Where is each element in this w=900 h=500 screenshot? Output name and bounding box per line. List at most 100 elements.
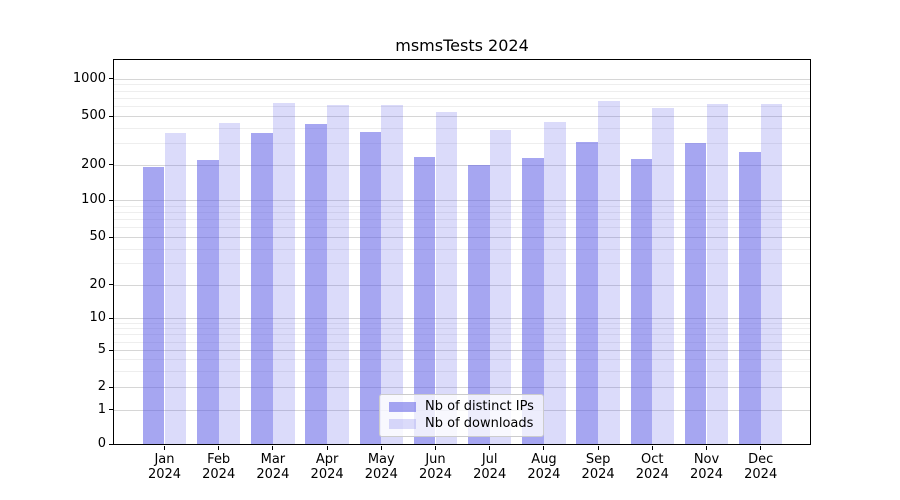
bar-downloads-feb bbox=[218, 123, 241, 444]
y-tick-label: 0 bbox=[97, 436, 106, 451]
x-tick-mark bbox=[164, 446, 165, 450]
grid-minor-line bbox=[114, 205, 810, 207]
bar-ips-jun bbox=[413, 156, 436, 444]
x-tick-label-oct: Oct 2024 bbox=[635, 452, 669, 482]
grid-minor-line bbox=[114, 322, 810, 324]
x-tick-label-apr: Apr 2024 bbox=[310, 452, 344, 482]
grid-minor-line bbox=[114, 211, 810, 213]
x-tick-label-may: May 2024 bbox=[364, 452, 398, 482]
x-tick-label-jan: Jan 2024 bbox=[147, 452, 182, 482]
bar-downloads-jan bbox=[164, 133, 187, 444]
bar-ips-nov bbox=[684, 143, 707, 444]
grid-major-line bbox=[114, 78, 810, 80]
y-tick-mark bbox=[109, 115, 113, 117]
x-tick-mark bbox=[706, 446, 707, 450]
grid-major-line bbox=[114, 387, 810, 388]
y-tick-label: 5 bbox=[97, 342, 106, 357]
grid-minor-line bbox=[114, 341, 810, 343]
bar-ips-dec bbox=[739, 152, 761, 444]
bar-downloads-dec bbox=[760, 104, 783, 444]
x-tick-mark bbox=[272, 446, 274, 450]
grid-minor-line bbox=[114, 106, 810, 108]
x-tick-mark bbox=[597, 446, 599, 450]
x-tick-mark bbox=[489, 446, 491, 450]
bar-ips-sep bbox=[576, 141, 599, 444]
x-tick-label-sep: Sep 2024 bbox=[581, 452, 615, 482]
x-tick-label-aug: Aug 2024 bbox=[527, 452, 561, 482]
y-tick-mark bbox=[109, 284, 113, 285]
bar-downloads-apr bbox=[327, 104, 349, 444]
y-tick-label: 1 bbox=[97, 401, 106, 417]
grid-major-line bbox=[114, 116, 810, 117]
x-tick-label-jun: Jun 2024 bbox=[418, 452, 453, 482]
bar-downloads-mar bbox=[272, 102, 295, 444]
grid-minor-line bbox=[114, 263, 810, 265]
plot-area bbox=[114, 60, 810, 444]
bar-ips-mar bbox=[251, 132, 273, 444]
legend-item-downloads: Nb of downloads bbox=[389, 415, 534, 432]
x-tick-label-nov: Nov 2024 bbox=[689, 452, 724, 482]
x-tick-mark bbox=[326, 446, 328, 450]
x-tick-mark bbox=[543, 446, 545, 450]
x-tick-mark bbox=[760, 446, 762, 450]
grid-minor-line bbox=[114, 328, 810, 330]
y-tick-mark bbox=[109, 443, 113, 445]
bar-downloads-jun bbox=[435, 112, 458, 444]
y-tick-mark bbox=[109, 78, 113, 80]
legend-label-downloads: Nb of downloads bbox=[425, 415, 534, 431]
x-tick-label-feb: Feb 2024 bbox=[202, 452, 236, 482]
chart-title: msmsTests 2024 bbox=[395, 36, 529, 55]
bar-downloads-oct bbox=[652, 107, 674, 444]
y-tick-label: 50 bbox=[89, 229, 106, 244]
legend-swatch-downloads-icon bbox=[389, 418, 416, 429]
x-tick-label-jul: Jul 2024 bbox=[473, 452, 507, 482]
bar-ips-feb bbox=[197, 159, 219, 444]
legend-label-distinct-ips: Nb of distinct IPs bbox=[425, 398, 534, 414]
grid-major-line bbox=[114, 350, 810, 351]
grid-major-line bbox=[114, 318, 810, 319]
bar-downloads-jul bbox=[489, 129, 512, 444]
grid-minor-line bbox=[114, 370, 810, 372]
legend-item-distinct-ips: Nb of distinct IPs bbox=[389, 398, 534, 415]
y-tick-label: 20 bbox=[89, 276, 106, 292]
bar-downloads-sep bbox=[598, 100, 620, 444]
grid-minor-line bbox=[114, 90, 810, 92]
legend-swatch-distinct-ips-icon bbox=[389, 401, 416, 412]
grid-minor-line bbox=[114, 84, 810, 86]
grid-minor-line bbox=[114, 127, 810, 129]
bar-ips-may bbox=[359, 131, 382, 444]
grid-major-line bbox=[114, 200, 810, 201]
y-tick-mark bbox=[109, 164, 113, 165]
x-tick-mark bbox=[218, 446, 220, 450]
x-tick-label-dec: Dec 2024 bbox=[744, 452, 778, 482]
y-tick-mark bbox=[109, 317, 113, 319]
grid-minor-line bbox=[114, 219, 810, 221]
grid-minor-line bbox=[114, 248, 810, 250]
y-tick-label: 1000 bbox=[72, 70, 106, 86]
y-tick-label: 200 bbox=[81, 156, 106, 172]
x-tick-mark bbox=[380, 446, 382, 450]
bar-downloads-aug bbox=[543, 121, 566, 444]
y-tick-mark bbox=[109, 236, 113, 238]
y-tick-mark bbox=[109, 199, 113, 201]
bar-downloads-nov bbox=[706, 103, 729, 444]
bar-ips-jul bbox=[468, 164, 490, 444]
grid-minor-line bbox=[114, 143, 810, 145]
bar-ips-apr bbox=[305, 123, 328, 444]
x-tick-mark bbox=[651, 446, 653, 450]
grid-minor-line bbox=[114, 334, 810, 336]
y-tick-label: 100 bbox=[81, 192, 106, 207]
grid-major-line bbox=[114, 164, 810, 166]
y-tick-mark bbox=[109, 386, 113, 388]
grid-minor-line bbox=[114, 97, 810, 99]
x-tick-mark bbox=[435, 446, 436, 450]
grid-minor-line bbox=[114, 359, 810, 360]
legend: Nb of distinct IPs Nb of downloads bbox=[379, 394, 544, 437]
x-tick-label-mar: Mar 2024 bbox=[256, 452, 290, 482]
y-tick-mark bbox=[109, 349, 113, 351]
bar-downloads-may bbox=[381, 104, 403, 444]
bar-ips-jan bbox=[142, 167, 165, 444]
grid-major-line bbox=[114, 237, 810, 238]
y-tick-mark bbox=[109, 409, 113, 410]
